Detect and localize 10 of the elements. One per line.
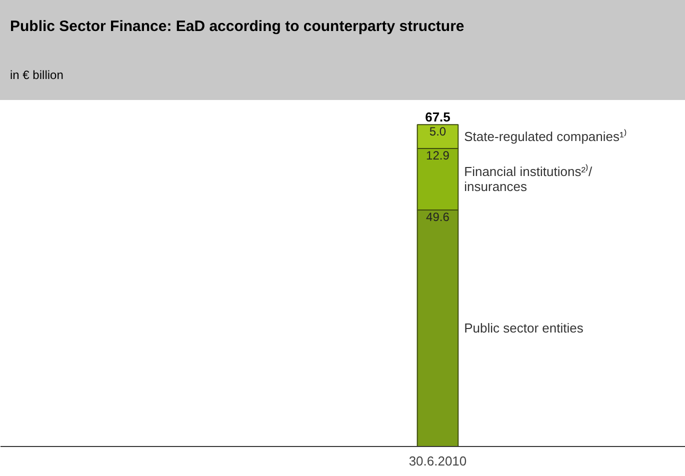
- series-label: Public sector entities: [464, 320, 584, 336]
- data-label: 12.9: [426, 148, 450, 162]
- data-label: 49.6: [426, 210, 450, 224]
- text: Public Sector Finance: EaD according to counterparty structure: [10, 17, 466, 37]
- x-tick-label: 30.6.2010: [408, 454, 467, 468]
- text: in € billion: [10, 67, 64, 84]
- series-label: State-regulated companies¹⁾: [464, 129, 627, 144]
- total-label: 67.5: [425, 110, 450, 125]
- data-label: 5.0: [429, 124, 446, 139]
- series-label: Financial institutions²⁾/ insurances: [464, 164, 593, 194]
